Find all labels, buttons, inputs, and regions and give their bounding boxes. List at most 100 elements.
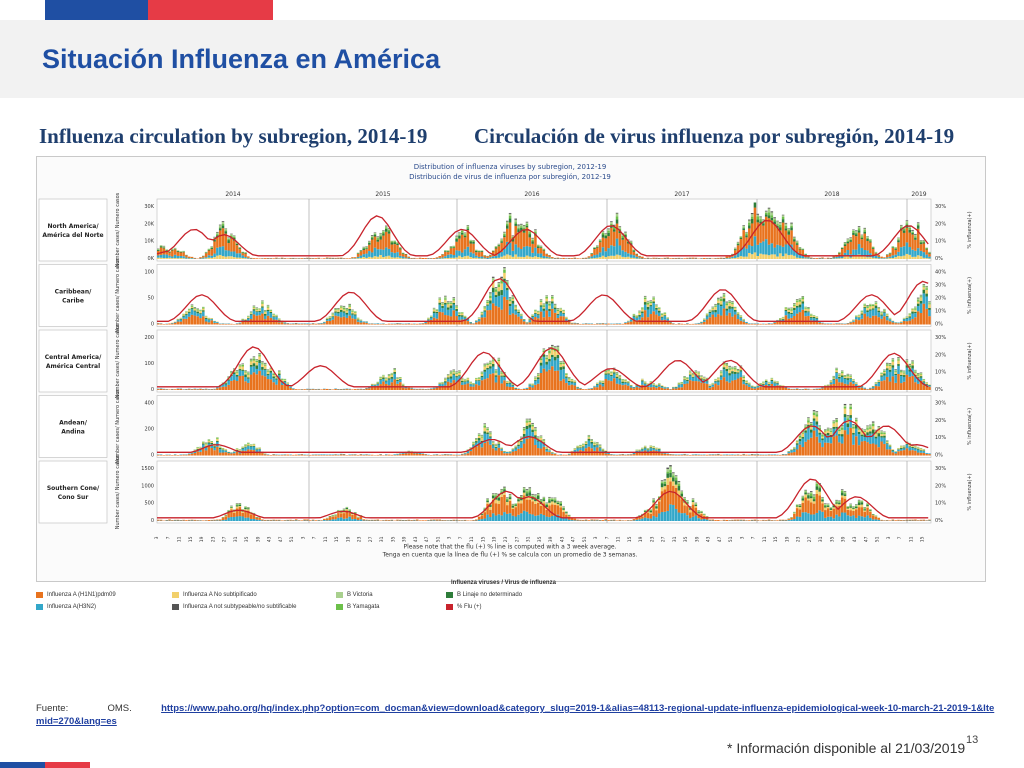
panel-4-bar xyxy=(829,430,833,432)
panel-4-bar xyxy=(897,451,900,456)
panel-2-bar xyxy=(869,306,872,310)
panel-4-bar xyxy=(584,441,588,442)
panel-2-bar xyxy=(356,320,360,322)
panel-3-bar xyxy=(466,378,470,379)
panel-1-bar xyxy=(539,246,543,247)
panel-2-bar xyxy=(655,304,658,306)
panel-2-bar xyxy=(815,318,819,322)
panel-2-bar xyxy=(323,322,326,324)
panel-4-bar xyxy=(846,423,850,428)
panel-3-bar xyxy=(559,362,563,365)
panel-2-bar xyxy=(446,301,450,303)
panel-4-bar xyxy=(753,454,757,456)
panel-2-bar xyxy=(733,309,737,312)
panel-4-bar xyxy=(815,414,819,417)
panel-4-bar xyxy=(607,454,610,456)
panel-3-bar xyxy=(877,386,881,390)
panel-2-bar xyxy=(643,310,647,325)
panel-2-bar xyxy=(646,301,650,303)
panel-3-bar xyxy=(680,387,684,390)
panel-1-bar xyxy=(919,244,923,251)
panel-1-bar xyxy=(646,258,650,259)
panel-3-bar xyxy=(359,389,363,390)
panel-4-bar xyxy=(914,450,917,456)
panel-1-bar xyxy=(784,222,788,224)
panel-2-bar xyxy=(852,320,855,322)
panel-2-bar xyxy=(567,322,571,325)
panel-1-bar xyxy=(548,257,551,259)
panel-4-bar xyxy=(733,454,737,456)
panel-4-bar xyxy=(216,438,219,440)
panel-3-bar xyxy=(683,378,686,380)
panel-3-bar xyxy=(767,384,771,385)
panel-1-bar xyxy=(852,232,855,235)
panel-1-bar xyxy=(748,245,751,253)
panel-1-bar xyxy=(604,257,608,259)
panel-1-bar xyxy=(925,258,928,259)
panel-1-bar xyxy=(900,230,903,248)
panel-1-bar xyxy=(621,250,624,257)
panel-3-bar xyxy=(773,383,776,387)
panel-2-bar xyxy=(444,296,447,299)
panel-4-bar xyxy=(536,448,540,456)
panel-4-bar xyxy=(506,453,509,456)
panel-1-bar xyxy=(784,244,788,254)
panel-1-bar xyxy=(460,252,464,258)
panel-2-bar xyxy=(210,320,214,325)
panel-2-bar xyxy=(655,305,658,307)
panel-4-bar xyxy=(818,427,821,430)
panel-3-bar xyxy=(449,376,453,379)
panel-4-bar xyxy=(506,451,509,454)
panel-4-bar xyxy=(739,454,743,456)
panel-3-bar xyxy=(843,375,847,377)
panel-4-bar xyxy=(657,448,661,449)
panel-1-bar xyxy=(458,238,461,251)
panel-4-bar xyxy=(860,434,864,437)
panel-3-bar xyxy=(261,364,264,368)
panel-4-bar xyxy=(503,453,506,456)
panel-3-bar xyxy=(252,363,256,367)
panel-4-bar xyxy=(202,441,205,442)
panel-3-bar xyxy=(275,379,278,385)
panel-1-bar xyxy=(362,254,365,258)
panel-1-bar xyxy=(928,258,931,259)
panel-3-bar xyxy=(565,374,568,377)
panel-1-bar xyxy=(849,257,852,259)
panel-3-bar xyxy=(446,377,450,379)
panel-1-bar xyxy=(624,237,627,252)
panel-3-bar xyxy=(680,383,684,384)
panel-4-bar xyxy=(221,450,225,453)
panel-2-bar xyxy=(793,315,796,325)
panel-1-bar xyxy=(601,231,605,233)
panel-2-bar xyxy=(860,312,864,314)
panel-1-bar xyxy=(556,257,560,259)
panel-4-bar xyxy=(922,449,926,451)
panel-3-bar xyxy=(880,372,883,374)
panel-4-bar xyxy=(536,437,540,438)
panel-3-bar xyxy=(742,378,745,380)
panel-3-bar xyxy=(624,381,627,383)
panel-2-bar xyxy=(258,309,261,311)
panel-2-bar xyxy=(725,301,729,303)
panel-2-bar xyxy=(809,315,813,318)
panel-4-bar xyxy=(863,437,866,441)
panel-3-bar xyxy=(551,345,554,349)
panel-1-bar xyxy=(227,237,230,239)
panel-4-bar xyxy=(840,429,844,435)
panel-5-ylabel-right: % influenza(+) xyxy=(967,473,973,510)
panel-1-bar xyxy=(483,258,487,259)
panel-4-bar xyxy=(581,444,585,445)
panel-4-bar xyxy=(905,443,909,445)
panel-2-bar xyxy=(539,301,543,306)
panel-1-bar xyxy=(449,248,453,255)
panel-3-bar xyxy=(894,371,897,373)
panel-4-bar xyxy=(204,447,208,451)
panel-2-bar xyxy=(337,316,340,325)
panel-3-bar xyxy=(714,381,717,384)
panel-3-bar xyxy=(604,372,608,374)
panel-1-bar xyxy=(748,222,751,226)
panel-3-bar xyxy=(491,360,495,362)
panel-4-bar xyxy=(809,422,813,424)
panel-2-bar xyxy=(593,323,596,325)
panel-1-bar xyxy=(534,230,537,232)
